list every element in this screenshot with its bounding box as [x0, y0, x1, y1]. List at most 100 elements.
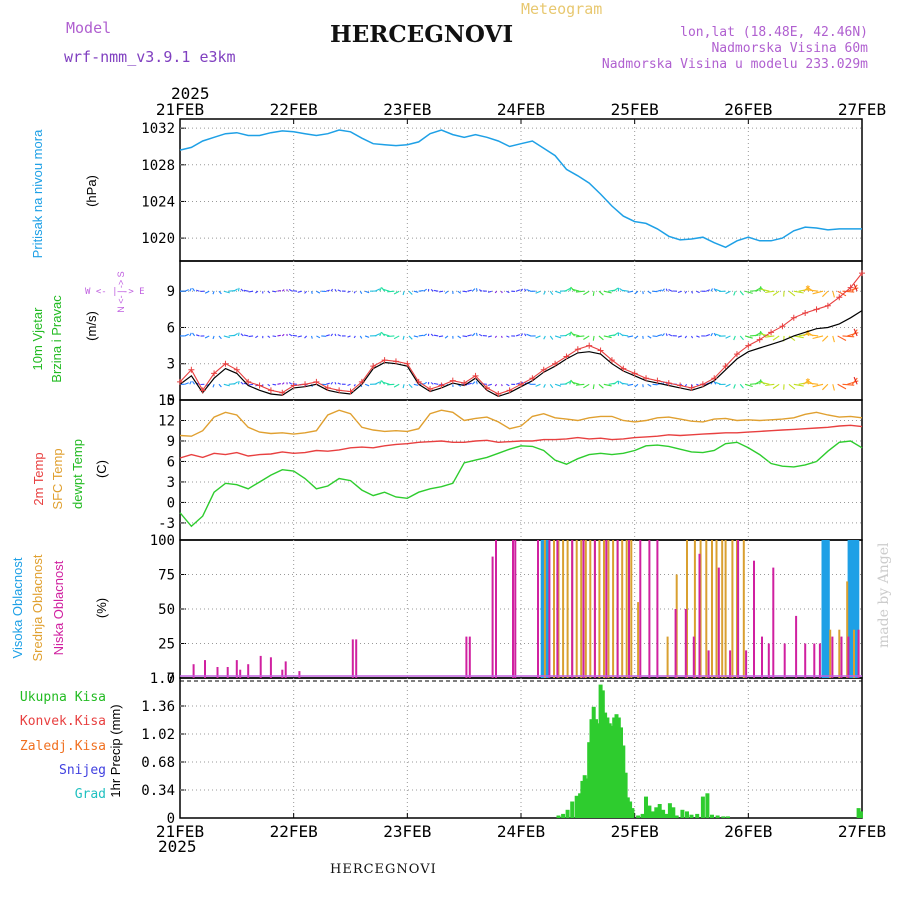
wind-arrow	[749, 289, 759, 292]
precip-bar	[625, 797, 630, 818]
precip-bar	[715, 815, 720, 818]
wind-arrow	[613, 332, 619, 337]
precip-bar	[589, 719, 594, 818]
wind-gust-marker	[324, 384, 331, 391]
wind-arrow	[237, 332, 240, 337]
wind-arrow	[549, 335, 554, 340]
wind-arrow	[772, 290, 780, 296]
wind-gust-marker	[552, 360, 559, 367]
wind-arrow	[684, 335, 688, 339]
wind-arrow	[337, 289, 341, 292]
wind-arrow	[851, 377, 858, 385]
wind-arrow	[696, 290, 700, 294]
precip-bar	[664, 813, 669, 818]
wind-arrow	[853, 376, 858, 385]
precip-bar	[671, 807, 676, 818]
wind-arrow	[744, 290, 753, 294]
wind-arrow	[571, 333, 580, 337]
wind-arrow	[240, 288, 244, 292]
wind-arrow	[430, 288, 434, 292]
wind-arrow	[832, 291, 835, 298]
wind-arrow	[807, 382, 819, 385]
precip-bar	[616, 717, 621, 818]
wind-gust-marker	[518, 381, 524, 388]
wind-arrow	[255, 335, 259, 339]
cloud-low-bar	[656, 540, 659, 678]
wind-arrow	[457, 290, 462, 294]
precip-bar	[612, 717, 617, 818]
cloud-mid-bar	[721, 540, 724, 678]
wind-arrow	[749, 334, 759, 337]
wind-arrow	[705, 333, 711, 337]
wind-arrow	[543, 290, 546, 295]
wind-arrow	[223, 383, 230, 387]
wind-gust-marker	[461, 380, 468, 387]
precip-bar	[574, 795, 579, 818]
wind-arrow	[393, 383, 400, 388]
wind-arrow	[379, 287, 382, 292]
wind-arrow	[793, 383, 804, 387]
wind-arrow	[382, 381, 390, 385]
wind-arrow	[744, 383, 753, 388]
wind-gust-marker	[847, 284, 854, 291]
cloud-mid-bar	[846, 581, 849, 678]
wind-gust-marker	[267, 387, 274, 394]
wind-gust-marker	[233, 366, 240, 373]
cloud-high-bar	[543, 540, 549, 678]
wind-compass-we: W <- | -> E	[85, 287, 145, 297]
cloud-low-bar	[813, 643, 816, 678]
wind-arrow	[402, 291, 405, 296]
cloud-mid-bar	[543, 540, 546, 678]
wind-arrow	[277, 383, 281, 385]
wind-arrow	[379, 380, 382, 385]
y-tick-label-clouds: 100	[150, 533, 175, 549]
precip-bar	[661, 809, 666, 818]
cloud-low-bar	[795, 615, 798, 678]
precip-bar	[650, 811, 655, 818]
y-tick-label-temperature: -3	[158, 516, 175, 532]
x-tick-label-bottom: 25FEB	[611, 822, 659, 841]
wind-arrow	[526, 333, 531, 337]
wind-arrow	[423, 333, 428, 337]
precip-bar	[556, 815, 561, 818]
wind-arrow	[765, 290, 775, 294]
wind-arrow	[634, 290, 639, 295]
x-tick-label-top: 24FEB	[497, 100, 545, 119]
wind-arrow	[475, 332, 478, 337]
wind-arrow	[438, 335, 444, 338]
wind-arrow	[535, 290, 541, 294]
cloud-mid-bar	[603, 540, 605, 678]
cloud-low-bar	[192, 664, 195, 678]
wind-arrow	[212, 384, 215, 388]
wind-arrow	[524, 288, 527, 292]
wind-arrow	[288, 382, 293, 385]
wind-arrow	[334, 333, 337, 337]
wind-arrow	[218, 290, 222, 295]
wind-arrow	[506, 383, 510, 387]
cloud-low-bar	[857, 629, 860, 678]
cloud-mid-bar	[625, 540, 628, 678]
cloud-mid-bar	[562, 540, 565, 678]
cloud-low-bar	[259, 655, 262, 678]
x-tick-label-top: 27FEB	[838, 100, 886, 119]
wind-gust-marker	[506, 387, 513, 394]
cloud-mid-bar	[724, 540, 727, 678]
wind-arrow	[347, 383, 351, 387]
pressure-line	[179, 129, 862, 249]
wind-arrow	[506, 290, 510, 294]
wind-arrow	[571, 381, 580, 385]
precip-bar	[596, 723, 601, 818]
precip-bar	[647, 805, 652, 818]
wind-arrow	[281, 333, 285, 337]
wind-arrow	[359, 335, 363, 339]
precip-bar	[680, 809, 685, 818]
wind-arrow	[408, 383, 413, 388]
cloud-low-bar	[495, 540, 497, 678]
precip-bar	[689, 814, 694, 818]
wind-arrow	[725, 290, 731, 295]
cloud-mid-bar	[621, 540, 624, 678]
wind-arrow	[661, 333, 665, 337]
cloud-mid-bar	[566, 540, 569, 678]
wind-arrow	[853, 283, 858, 292]
wind-arrow	[715, 333, 721, 337]
